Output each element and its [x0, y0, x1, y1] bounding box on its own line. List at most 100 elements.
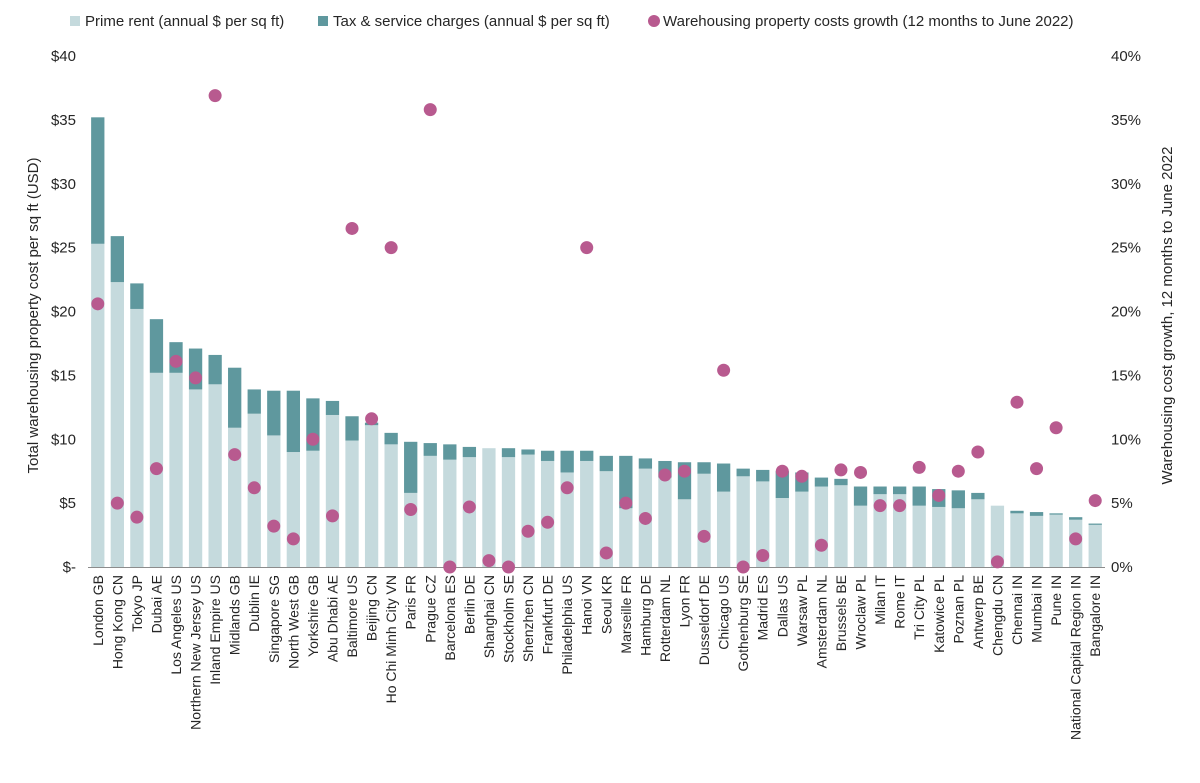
- bar-prime-rent: [91, 243, 105, 568]
- bar-prime-rent: [873, 494, 887, 567]
- x-category-label: Barcelona ES: [442, 575, 458, 661]
- bar-prime-rent: [990, 505, 1005, 567]
- growth-point: [717, 363, 731, 377]
- growth-point: [775, 464, 789, 478]
- x-category-label: London GB: [90, 575, 106, 646]
- x-category-label: Warsaw PL: [794, 575, 810, 646]
- y-right-tick-label: 5%: [1111, 495, 1133, 512]
- bar-prime-rent: [110, 282, 124, 567]
- x-category-label: Midlands GB: [227, 575, 243, 655]
- bar-tax-service: [560, 450, 574, 473]
- bar-tax-service: [345, 416, 359, 441]
- growth-point: [678, 464, 692, 478]
- bar-tax-service: [110, 236, 124, 283]
- bar-prime-rent: [130, 308, 144, 567]
- x-category-label: Hamburg DE: [637, 575, 653, 656]
- bar-prime-rent: [736, 476, 750, 567]
- bar-prime-rent: [1010, 513, 1024, 567]
- growth-point: [638, 511, 652, 525]
- x-category-label: Chennai IN: [1009, 575, 1025, 645]
- y-tick-label: $40: [51, 48, 76, 65]
- x-category-label: Brussels BE: [833, 575, 849, 651]
- growth-point: [286, 532, 300, 546]
- bar-tax-service: [619, 455, 633, 509]
- x-category-label: Dusseldorf DE: [696, 575, 712, 665]
- growth-point: [756, 549, 770, 563]
- bar-prime-rent: [795, 491, 809, 567]
- x-category-label: Paris FR: [403, 575, 419, 629]
- bar-tax-service: [853, 486, 868, 506]
- growth-point: [149, 462, 163, 476]
- bar-tax-service: [521, 449, 535, 455]
- bar-tax-service: [756, 469, 770, 482]
- bar-prime-rent: [580, 460, 594, 567]
- x-category-label: Mumbai IN: [1029, 575, 1045, 643]
- bar-tax-service: [814, 477, 829, 487]
- x-category-label: Hong Kong CN: [109, 575, 125, 669]
- y-tick-label: $10: [51, 431, 76, 448]
- growth-point: [795, 469, 809, 483]
- x-category-label: Dubai AE: [148, 575, 164, 633]
- y-tick-label: $20: [51, 304, 76, 321]
- bar-tax-service: [951, 490, 965, 509]
- legend-label-1: Prime rent (annual $ per sq ft): [85, 13, 284, 30]
- growth-point: [619, 496, 633, 510]
- bar-prime-rent: [853, 505, 868, 567]
- growth-point: [384, 241, 398, 255]
- growth-point: [1069, 532, 1083, 546]
- growth-point: [423, 103, 437, 117]
- legend-swatch-2: [318, 16, 328, 26]
- growth-point: [1010, 395, 1024, 409]
- bar-tax-service: [912, 486, 926, 506]
- growth-point: [834, 463, 848, 477]
- x-category-label: Bangalore IN: [1087, 575, 1103, 657]
- x-category-label: Beijing CN: [364, 575, 380, 641]
- x-category-label: Dallas US: [774, 575, 790, 637]
- bar-prime-rent: [756, 481, 770, 567]
- growth-point: [169, 354, 183, 368]
- x-category-label: Pune IN: [1048, 575, 1064, 626]
- bar-tax-service: [599, 455, 613, 472]
- bar-tax-service: [971, 492, 985, 500]
- y-tick-label: $35: [51, 112, 76, 129]
- x-category-label: Rome IT: [892, 575, 908, 629]
- bar-prime-rent: [775, 498, 789, 567]
- growth-point: [873, 499, 887, 513]
- bar-tax-service: [267, 390, 281, 436]
- legend-swatch-1: [70, 16, 80, 26]
- y-tick-label: $-: [63, 559, 76, 576]
- bar-prime-rent: [619, 508, 633, 567]
- growth-point: [404, 503, 418, 517]
- bar-tax-service: [443, 444, 457, 460]
- bar-tax-service: [501, 448, 516, 458]
- bar-prime-rent: [501, 457, 516, 567]
- bar-prime-rent: [345, 440, 359, 567]
- growth-point: [443, 560, 457, 574]
- growth-point: [228, 448, 242, 462]
- x-category-label: Hanoi VN: [579, 575, 595, 635]
- growth-point: [599, 546, 613, 560]
- bar-prime-rent: [951, 508, 965, 567]
- bar-tax-service: [423, 443, 437, 456]
- bar-prime-rent: [521, 454, 535, 567]
- bar-prime-rent: [814, 486, 829, 567]
- bar-tax-service: [1088, 523, 1102, 525]
- x-category-label: Northern New Jersey US: [188, 575, 204, 730]
- bar-prime-rent: [932, 506, 946, 567]
- x-category-label: Tri City PL: [911, 575, 927, 640]
- growth-point: [697, 529, 711, 543]
- bar-prime-rent: [971, 499, 985, 567]
- x-category-label: Madrid ES: [755, 575, 771, 640]
- growth-point: [560, 481, 574, 495]
- y-right-tick-label: 20%: [1111, 304, 1141, 321]
- x-category-label: Antwerp BE: [970, 575, 986, 649]
- x-category-label: Lyon FR: [677, 575, 693, 627]
- growth-point: [91, 297, 105, 311]
- bar-tax-service: [697, 462, 711, 474]
- y-right-tick-label: 30%: [1111, 176, 1141, 193]
- bar-prime-rent: [169, 372, 183, 567]
- y-right-axis-title: Warehousing cost growth, 12 months to Ju…: [1159, 147, 1176, 485]
- x-category-label: Seoul KR: [598, 575, 614, 634]
- bar-tax-service: [736, 468, 750, 477]
